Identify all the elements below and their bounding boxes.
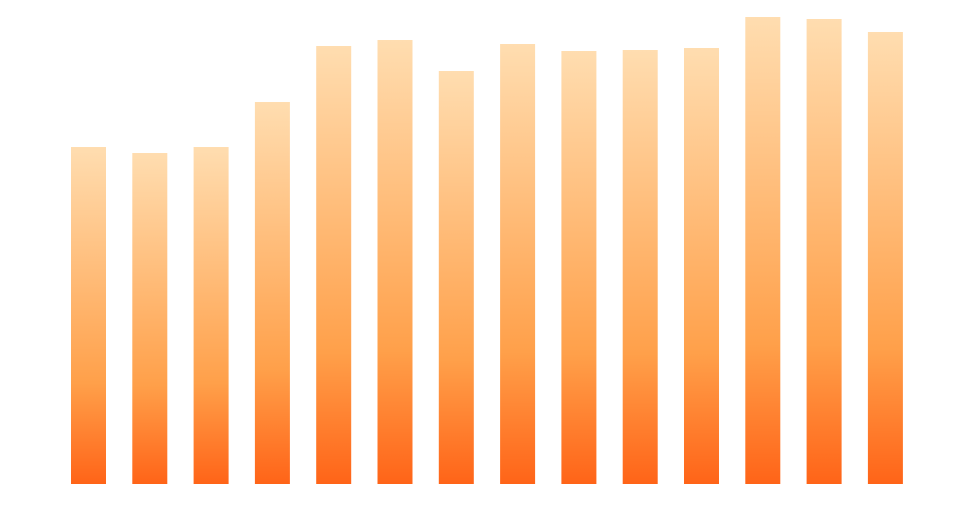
bar-11 <box>684 48 719 484</box>
bar-8 <box>500 44 536 484</box>
bar-6 <box>377 40 413 484</box>
bar-10 <box>622 50 658 484</box>
bar-2 <box>132 153 168 484</box>
bar-4 <box>254 102 290 484</box>
bar-9 <box>561 51 597 484</box>
bar-7 <box>438 71 474 484</box>
bar-5 <box>316 46 352 484</box>
bar-3 <box>193 147 229 484</box>
bar-1 <box>71 147 106 484</box>
bar-13 <box>806 19 842 484</box>
bars-group <box>71 17 903 484</box>
bar-14 <box>867 32 903 484</box>
bar-12 <box>745 17 781 484</box>
